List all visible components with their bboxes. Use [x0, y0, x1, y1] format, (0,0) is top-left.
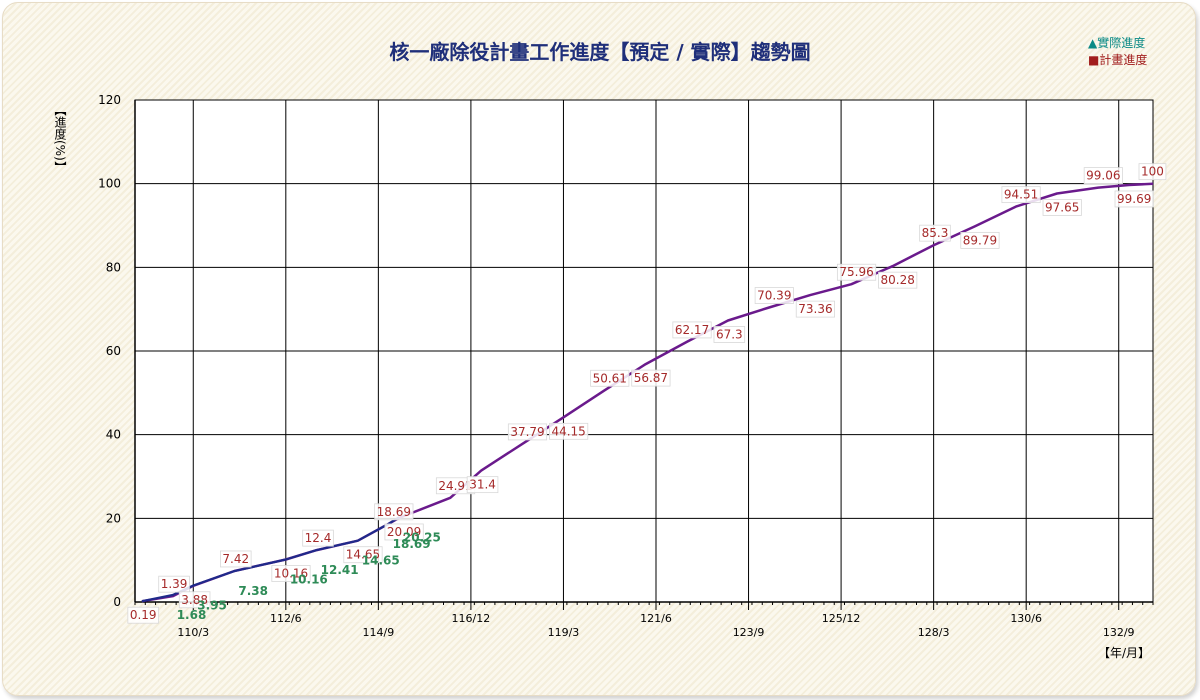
x-tick-label: 110/3 — [177, 626, 209, 639]
planned-data-label-box — [384, 523, 424, 541]
planned-data-label: 18.69 — [377, 505, 411, 519]
planned-data-label-box — [672, 321, 712, 339]
planned-data-label: 56.87 — [634, 371, 668, 385]
y-tick-label: 80 — [106, 260, 121, 274]
actual-data-label: 18.69 — [393, 537, 431, 551]
legend-square-icon: ■ — [1088, 53, 1100, 67]
x-tick-label: 121/6 — [640, 612, 672, 625]
y-tick-label: 120 — [98, 93, 121, 107]
planned-data-label: 44.15 — [551, 424, 585, 438]
planned-data-label-box — [1042, 199, 1082, 216]
x-tick-label: 119/3 — [548, 626, 580, 639]
planned-data-label: 14.65 — [346, 548, 380, 562]
x-tick-label: 130/6 — [1010, 612, 1042, 625]
planned-data-label: 12.4 — [305, 531, 332, 545]
planned-data-label: 3.88 — [181, 593, 208, 607]
y-tick-label: 0 — [113, 595, 121, 609]
planned-data-label-box — [754, 287, 794, 304]
planned-data-label: 1.39 — [161, 577, 188, 591]
legend-planned-label: 計畫進度 — [1099, 53, 1148, 67]
planned-data-label: 73.36 — [798, 302, 832, 316]
planned-data-label: 50.61 — [593, 371, 627, 385]
planned-data-label: 31.4 — [469, 478, 496, 492]
x-tick-label: 123/9 — [733, 626, 765, 639]
planned-data-label-box — [549, 422, 589, 440]
planned-data-label-box — [836, 263, 877, 281]
legend-actual-label: 實際進度 — [1097, 36, 1146, 50]
y-tick-label: 20 — [106, 511, 121, 525]
planned-data-label-box — [1114, 190, 1154, 208]
planned-data-label-box — [302, 529, 334, 547]
planned-data-label: 97.65 — [1045, 200, 1079, 214]
legend-actual: ▲實際進度 — [1088, 34, 1145, 51]
planned-data-label: 24.91 — [438, 479, 472, 493]
planned-data-label-box — [178, 591, 211, 609]
planned-data-label-box — [590, 369, 630, 387]
legend-triangle-icon: ▲ — [1088, 36, 1098, 50]
x-tick-label: 112/6 — [270, 612, 302, 625]
planned-data-label-box — [878, 271, 918, 289]
planned-data-label: 75.96 — [839, 265, 873, 279]
planned-data-label: 100 — [1141, 165, 1164, 179]
y-tick-label: 100 — [98, 177, 121, 191]
planned-data-label-box — [374, 503, 414, 521]
planned-data-label: 80.28 — [881, 273, 915, 287]
planned-data-label-box — [919, 224, 951, 242]
y-tick-label: 40 — [106, 428, 121, 442]
planned-data-label-box — [220, 550, 252, 568]
planned-data-label-box — [713, 326, 746, 343]
x-tick-label: 114/9 — [363, 626, 395, 639]
planned-data-label-box — [960, 231, 1000, 249]
x-tick-label: 116/12 — [452, 612, 491, 625]
x-tick-label: 125/12 — [822, 612, 861, 625]
x-tick-label: 128/3 — [918, 626, 950, 639]
y-tick-label: 60 — [106, 344, 121, 358]
planned-data-label: 10.16 — [274, 566, 308, 580]
actual-data-label: 10.16 — [290, 572, 328, 586]
planned-data-label: 0.19 — [130, 608, 157, 622]
planned-data-label-box — [1083, 167, 1123, 184]
planned-data-label: 37.79 — [510, 425, 544, 439]
actual-data-label: 14.65 — [362, 554, 400, 568]
planned-data-label-box — [343, 546, 383, 564]
actual-data-label: 12.41 — [321, 563, 359, 577]
planned-data-label: 94.51 — [1004, 188, 1038, 202]
x-tick-label: 132/9 — [1103, 626, 1135, 639]
planned-data-label: 20.09 — [387, 525, 421, 539]
planned-data-label-box — [158, 575, 190, 593]
x-axis-title: 【年/月】 — [1098, 646, 1150, 660]
planned-data-label-box — [507, 423, 548, 441]
planned-data-label-box — [1138, 163, 1167, 181]
chart-title: 核一廠除役計畫工作進度【預定 / 實際】趨勢圖 — [389, 40, 811, 64]
legend-planned: ■計畫進度 — [1088, 51, 1147, 68]
planned-data-label: 62.17 — [675, 323, 709, 337]
planned-data-label-box — [795, 300, 835, 318]
planned-data-label: 99.06 — [1086, 169, 1120, 183]
planned-data-label: 7.42 — [222, 552, 249, 566]
y-axis-title: 【進度(%)】 — [53, 104, 67, 173]
actual-data-label: 3.95 — [197, 598, 227, 612]
planned-data-label-box — [1001, 186, 1041, 204]
planned-data-label: 89.79 — [963, 233, 997, 247]
planned-data-label-box — [631, 369, 671, 387]
actual-data-label: 20.25 — [403, 530, 441, 544]
planned-data-label: 85.3 — [922, 226, 949, 240]
actual-data-label: 1.68 — [177, 608, 207, 622]
planned-data-label: 70.39 — [757, 289, 791, 303]
planned-data-label: 99.69 — [1117, 192, 1151, 206]
planned-data-label-box — [127, 606, 159, 624]
planned-data-label: 67.3 — [716, 327, 743, 341]
actual-data-label: 7.38 — [238, 584, 268, 598]
planned-data-label-box — [271, 565, 311, 582]
planned-data-label-box — [466, 476, 499, 494]
